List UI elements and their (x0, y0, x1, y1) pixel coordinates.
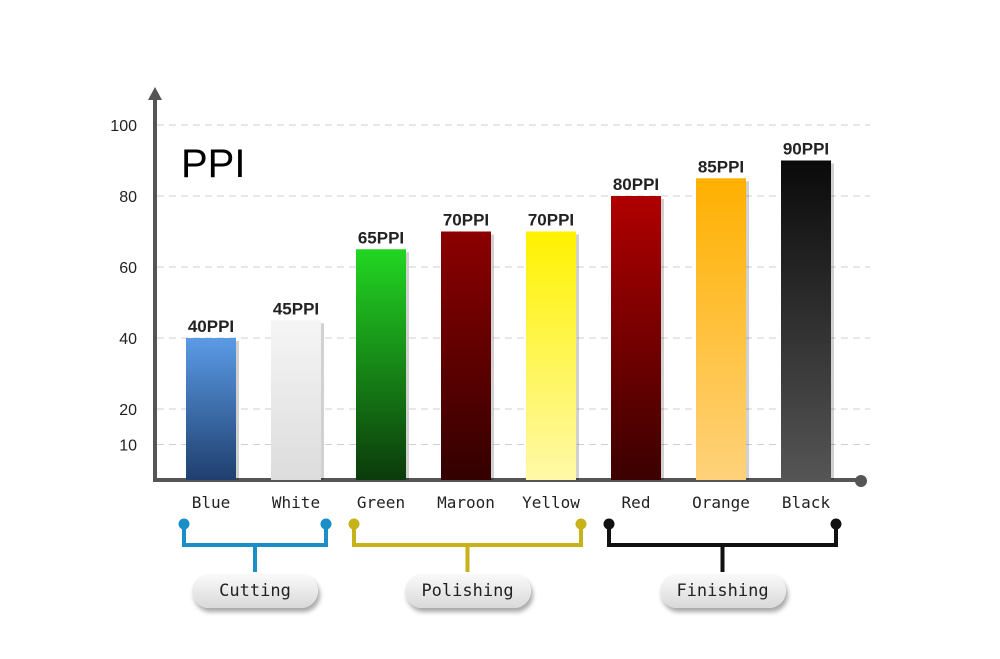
x-category-label: Blue (192, 493, 231, 512)
bar-value-label: 80PPI (613, 175, 659, 194)
bar-maroon (441, 231, 491, 480)
group-bracket-polishing (348, 518, 587, 572)
x-category-label: Red (622, 493, 651, 512)
bracket-dot (178, 518, 190, 530)
bar-white (271, 320, 321, 480)
bar-value-label: 70PPI (443, 211, 489, 230)
bar-black (781, 160, 831, 480)
bar-value-label: 45PPI (273, 299, 319, 318)
bracket-dot (830, 518, 842, 530)
x-category-label: Yellow (522, 493, 580, 512)
bar-value-label: 65PPI (358, 228, 404, 247)
x-category-label: Green (357, 493, 405, 512)
bar-blue (186, 338, 236, 480)
x-category-label: White (272, 493, 320, 512)
y-tick-label: 10 (119, 438, 137, 455)
bracket-line (352, 524, 583, 572)
y-tick-label: 60 (119, 260, 137, 277)
bar-red (611, 196, 661, 480)
y-tick-label: 40 (119, 331, 137, 348)
bracket-dot (348, 518, 360, 530)
bar-value-label: 70PPI (528, 211, 574, 230)
y-tick-label: 20 (119, 402, 137, 419)
y-axis-arrow (148, 87, 162, 100)
bar-value-label: 90PPI (783, 140, 829, 159)
group-label-finishing: Finishing (659, 574, 786, 608)
x-category-label: Black (782, 493, 831, 512)
bar-yellow (526, 231, 576, 480)
bracket-dot (603, 518, 615, 530)
group-label-polishing: Polishing (404, 574, 531, 608)
group-bracket-cutting (178, 518, 332, 572)
x-axis-end-dot (855, 475, 867, 487)
bar-value-label: 40PPI (188, 317, 234, 336)
bracket-dot (320, 518, 332, 530)
y-tick-label: 100 (110, 118, 137, 135)
group-label-cutting: Cutting (192, 574, 318, 608)
bar-green (356, 249, 406, 480)
chart-title: PPI (181, 142, 245, 186)
bracket-dot (575, 518, 587, 530)
bar-value-label: 85PPI (698, 157, 744, 176)
bracket-line (607, 524, 838, 572)
bracket-line (182, 524, 328, 572)
y-tick-label: 80 (119, 189, 137, 206)
group-bracket-finishing (603, 518, 842, 572)
bar-orange (696, 178, 746, 480)
x-category-label: Maroon (437, 493, 495, 512)
x-category-label: Orange (692, 493, 750, 512)
